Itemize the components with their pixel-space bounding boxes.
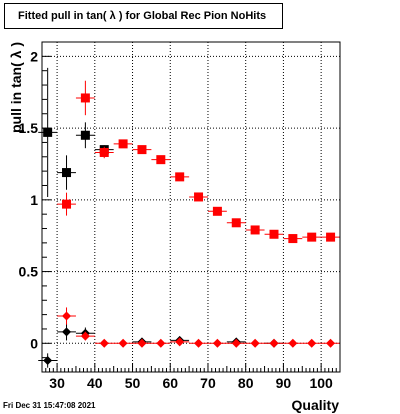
diamond-marker [212,338,222,348]
diamond-marker [80,331,90,341]
diamond-marker [156,338,166,348]
square-marker [118,139,128,149]
square-marker [43,127,53,137]
diamond-marker [137,338,147,348]
x-tick-label: 80 [238,375,254,391]
diamond-marker [175,337,185,347]
x-tick-label: 70 [200,375,216,391]
square-marker [156,155,166,165]
series-layer [38,67,340,368]
y-tick-label: 2 [30,48,38,64]
square-marker [250,225,260,235]
diamond-marker [288,338,298,348]
y-axis-title: pull in tan( λ ) [8,42,24,133]
square-marker [137,145,147,155]
square-marker [288,234,298,244]
diamond-marker [118,338,128,348]
x-tick-label: 100 [309,375,333,391]
diamond-marker [326,338,336,348]
square-marker [80,93,90,103]
diamond-marker [99,338,109,348]
square-marker [175,172,185,182]
chart-title: Fitted pull in tan( λ ) for Global Rec P… [18,10,267,22]
square-marker [99,147,109,157]
x-tick-label: 50 [125,375,141,391]
diamond-marker [62,311,72,321]
grid-layer [42,42,340,372]
x-tick-label: 60 [162,375,178,391]
square-marker [62,199,72,209]
y-tick-label: 1.5 [19,120,39,136]
chart-title-box: Fitted pull in tan( λ ) for Global Rec P… [4,3,283,29]
tick-layer: 30 40 50 60 70 80 90 100 0 0.5 1 1.5 2 [19,41,341,391]
plot-frame [41,41,341,373]
square-marker [194,192,204,202]
square-marker [269,229,279,239]
square-marker [231,218,241,228]
square-marker [307,232,317,242]
diamond-marker [231,338,241,348]
x-tick-label: 40 [87,375,103,391]
square-marker [80,130,90,140]
x-tick-label: 30 [49,375,65,391]
diamond-marker [194,338,204,348]
y-tick-label: 0.5 [19,264,39,280]
y-tick-label: 1 [30,192,38,208]
diamond-marker [62,327,72,337]
diamond-marker [250,338,260,348]
x-axis-title: Quality [292,397,340,413]
diamond-marker [307,338,317,348]
x-tick-label: 90 [276,375,292,391]
square-marker [326,232,336,242]
y-tick-label: 0 [30,335,38,351]
timestamp: Fri Dec 31 15:47:08 2021 [3,401,96,410]
square-marker [212,206,222,216]
square-marker [62,168,72,178]
diamond-marker [43,356,53,366]
diamond-marker [269,338,279,348]
